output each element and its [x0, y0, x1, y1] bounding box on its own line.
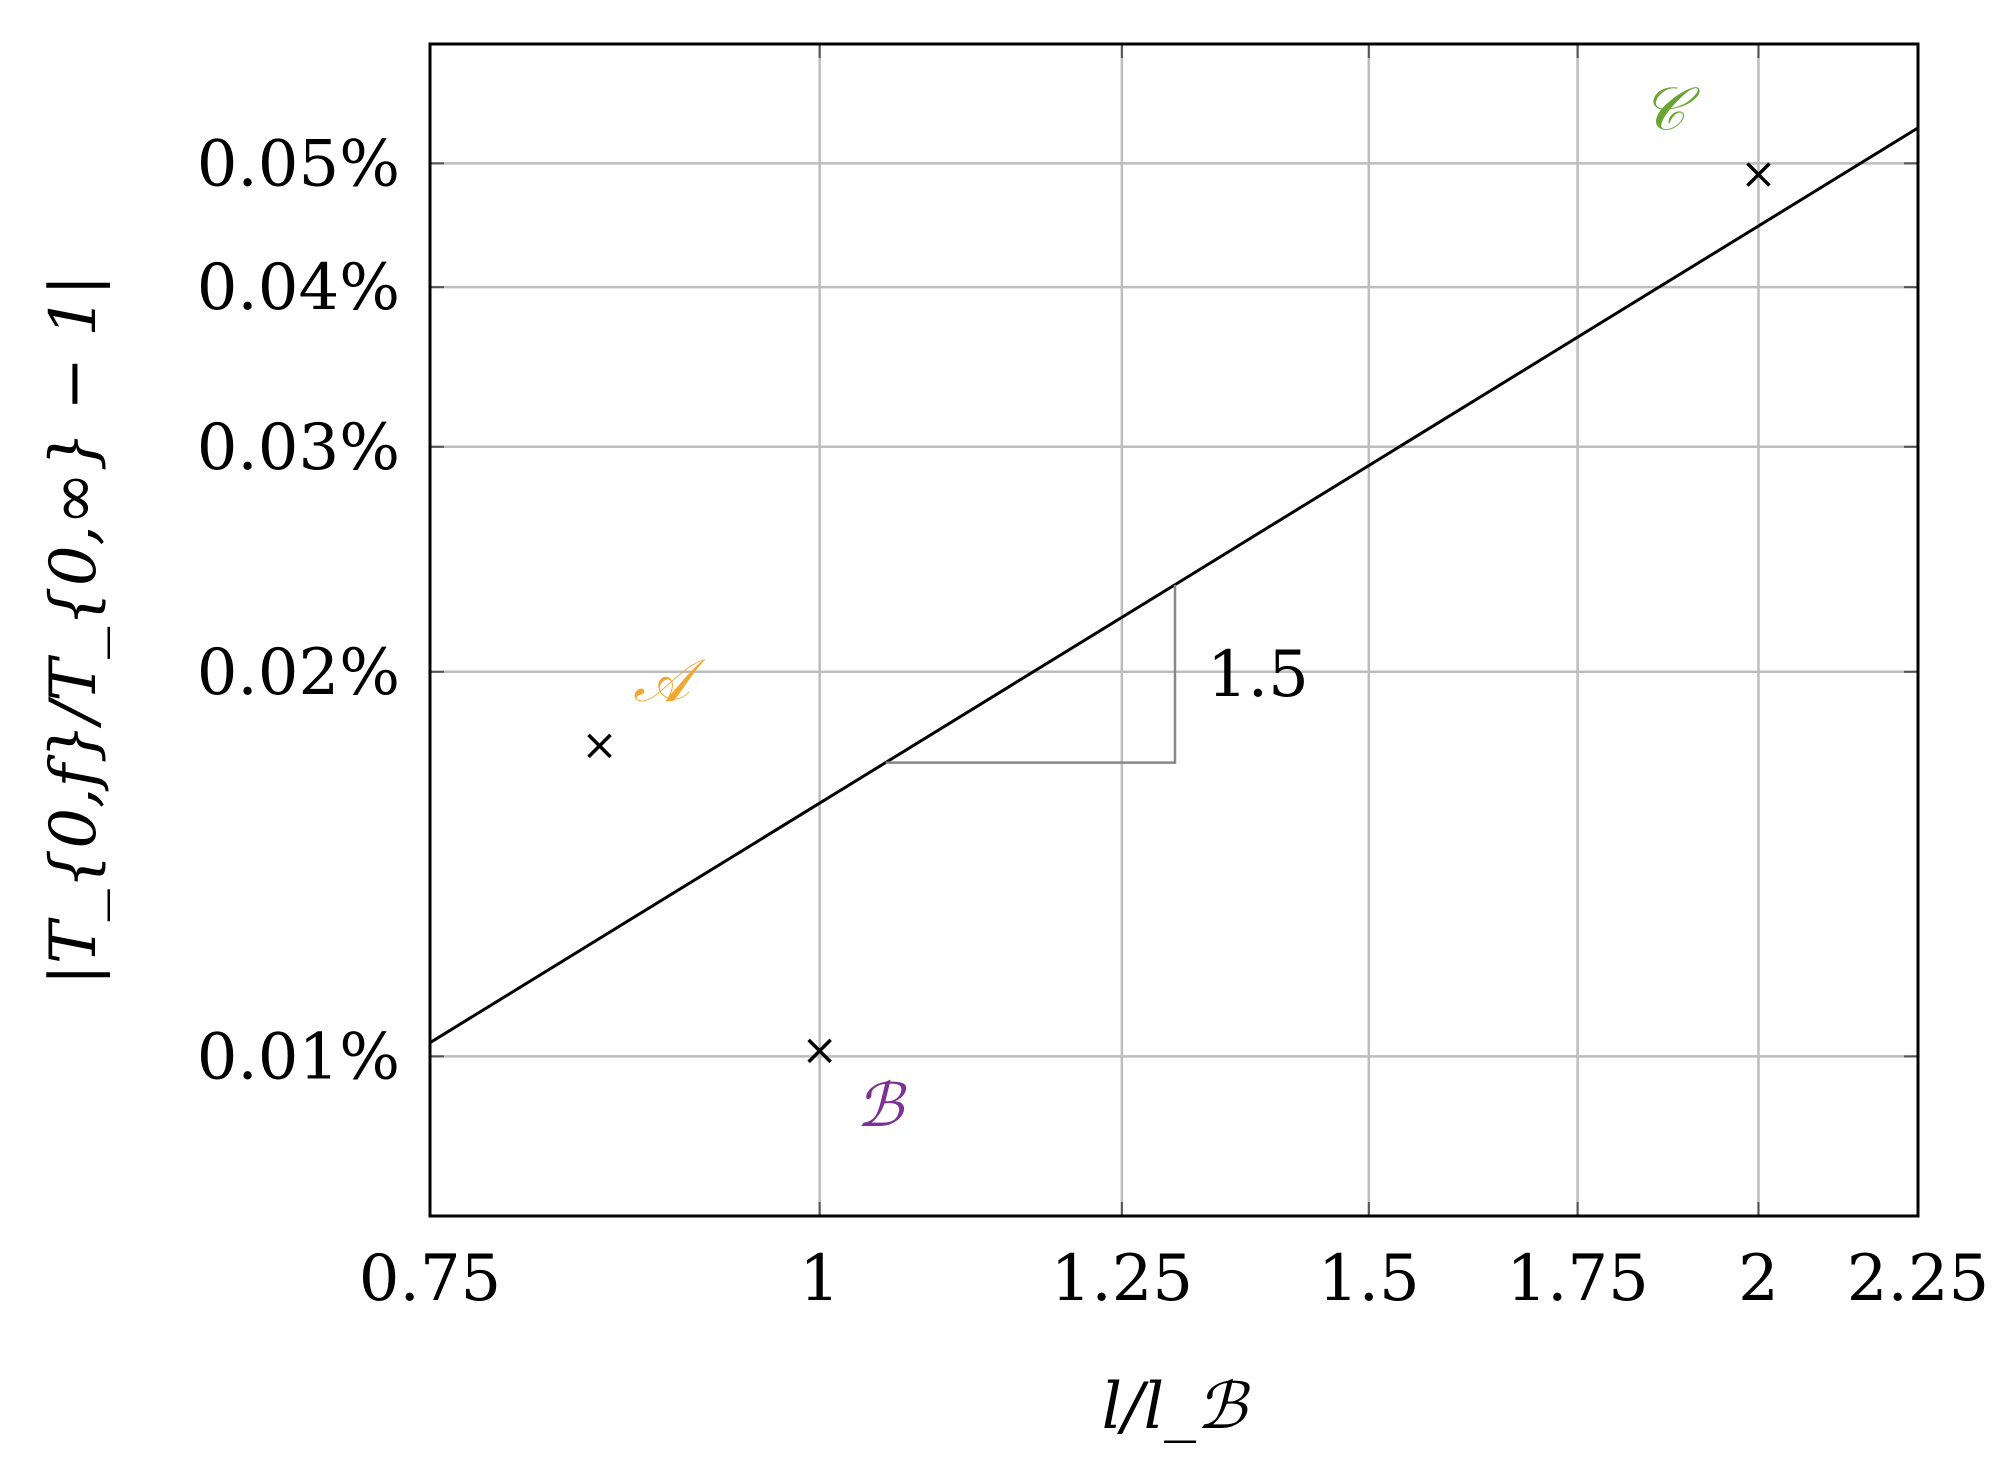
point-marker: [587, 733, 612, 759]
slope-label: 1.5: [1207, 638, 1309, 712]
x-tick-labels: 0.75 1 1.25 1.5 1.75 2 2.25: [359, 1242, 1990, 1316]
point-label: 𝒜: [633, 646, 706, 716]
point-label: ℬ: [856, 1071, 907, 1141]
point-marker: [807, 1038, 832, 1064]
y-tick-labels: 0.01% 0.02% 0.03% 0.04% 0.05%: [197, 127, 400, 1094]
y-tick-label: 0.04%: [197, 251, 400, 325]
x-tick-label: 2.25: [1847, 1242, 1990, 1316]
slope-triangle-group: 1.5: [885, 584, 1309, 764]
x-axis-label: l/l_ℬ: [1102, 1370, 1252, 1444]
x-tick-label: 1.75: [1506, 1242, 1649, 1316]
x-tick-label: 1.5: [1318, 1242, 1420, 1316]
x-tick-label: 0.75: [359, 1242, 502, 1316]
slope-triangle: [885, 584, 1177, 764]
y-tick-label: 0.05%: [197, 127, 400, 201]
x-tick-label: 1.25: [1051, 1242, 1194, 1316]
plot-frame: [428, 42, 1920, 1218]
point-label: 𝒞: [1642, 75, 1701, 145]
point-marker: [1746, 162, 1771, 187]
y-tick-label: 0.03%: [197, 411, 400, 485]
y-axis-label: |T_{0,f}/T_{0,∞} − 1|: [37, 274, 111, 985]
y-tick-label: 0.01%: [197, 1020, 400, 1094]
data-point: 𝒞: [1642, 75, 1771, 187]
y-tick-label: 0.02%: [197, 636, 400, 710]
data-point: 𝒜: [587, 646, 706, 759]
data-point: ℬ: [807, 1038, 907, 1141]
data-points: 𝒜 ℬ 𝒞: [587, 75, 1771, 1141]
x-tick-label: 1: [799, 1242, 840, 1316]
x-tick-label: 2: [1738, 1242, 1779, 1316]
